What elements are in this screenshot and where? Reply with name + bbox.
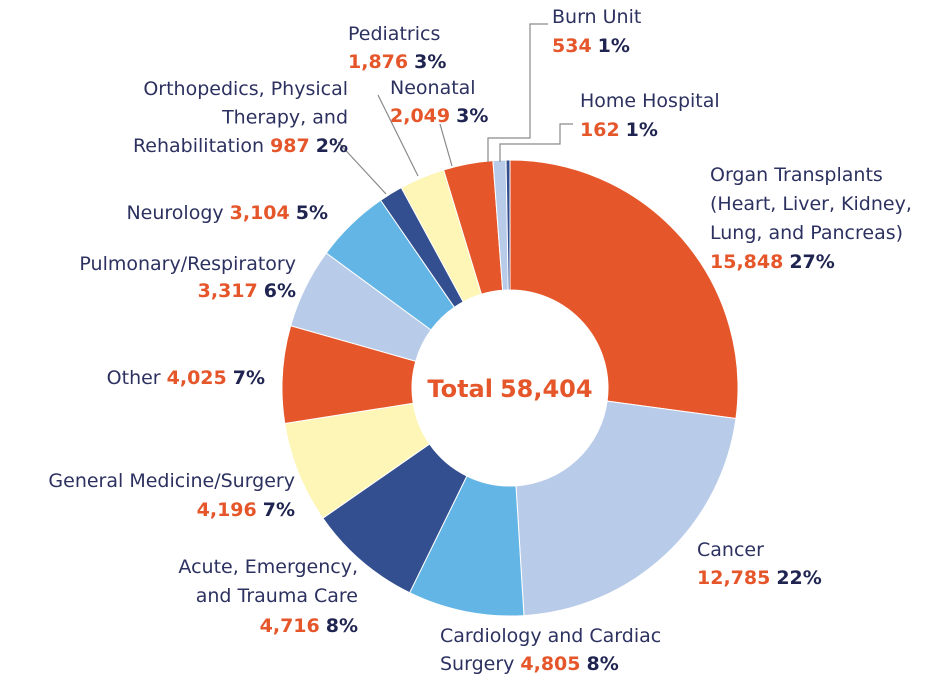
category-line: Orthopedics, Physical bbox=[143, 78, 348, 100]
value-label: 2,049 bbox=[390, 105, 450, 127]
slice-label: Organ Transplants (Heart, Liver, Kidney, L… bbox=[710, 164, 912, 273]
leader-line bbox=[499, 123, 573, 162]
category-line: Pulmonary/Respiratory bbox=[79, 253, 296, 275]
slice-label: Other 4,025 7% bbox=[107, 367, 265, 389]
value-label: 3,104 bbox=[230, 202, 290, 224]
category-line: Neonatal bbox=[390, 77, 476, 99]
slice-label: Acute, Emergency, and Trauma Care 4,716 8% bbox=[178, 556, 358, 637]
share-label: 2% bbox=[316, 135, 348, 157]
slice-label: Neonatal 2,049 3% bbox=[390, 77, 488, 127]
category-line: Home Hospital bbox=[580, 90, 720, 112]
total-value: 58,404 bbox=[500, 375, 593, 403]
slice-label: Neurology 3,104 5% bbox=[126, 202, 328, 224]
leader-lines bbox=[337, 23, 573, 195]
slice-label: Cardiology and Cardiac Surgery 4,805 8% bbox=[440, 625, 661, 675]
share-label: 3% bbox=[414, 51, 446, 73]
category-line: Burn Unit bbox=[552, 6, 641, 28]
category-line: Organ Transplants bbox=[710, 164, 883, 186]
share-label: 7% bbox=[263, 499, 295, 521]
slice-label: Home Hospital 162 1% bbox=[580, 90, 720, 141]
slice-label: Pulmonary/Respiratory 3,317 6% bbox=[79, 253, 296, 302]
category-line: Other bbox=[107, 367, 161, 389]
value-label: 3,317 bbox=[198, 280, 258, 302]
leader-line bbox=[377, 94, 419, 177]
value-label: 12,785 bbox=[697, 567, 770, 589]
category-line: (Heart, Liver, Kidney, bbox=[710, 193, 912, 215]
share-label: 1% bbox=[626, 119, 658, 141]
slices bbox=[281, 159, 739, 617]
slice bbox=[515, 400, 737, 617]
category-line: Neurology bbox=[126, 202, 223, 224]
category-line: Cancer bbox=[697, 539, 764, 561]
value-label: 987 bbox=[270, 135, 310, 157]
slice bbox=[505, 159, 511, 291]
slice-label: Cancer 12,785 22% bbox=[697, 539, 822, 589]
category-line: General Medicine/Surgery bbox=[48, 470, 295, 492]
category-line: Acute, Emergency, bbox=[178, 556, 358, 578]
category-line: Cardiology and Cardiac bbox=[440, 625, 661, 647]
share-label: 5% bbox=[296, 202, 328, 224]
category-line: Surgery bbox=[440, 653, 514, 675]
value-label: 4,805 bbox=[520, 653, 580, 675]
share-label: 6% bbox=[264, 280, 296, 302]
share-label: 1% bbox=[598, 35, 630, 57]
leader-line bbox=[439, 123, 453, 167]
category-line: Rehabilitation bbox=[133, 135, 264, 157]
slice-label: General Medicine/Surgery 4,196 7% bbox=[48, 470, 295, 521]
share-label: 3% bbox=[456, 105, 488, 127]
share-label: 8% bbox=[587, 653, 619, 675]
value-label: 4,716 bbox=[260, 615, 320, 637]
value-label: 4,196 bbox=[197, 499, 257, 521]
center-label: Total 58,404 bbox=[427, 375, 592, 403]
slice-label: Burn Unit 534 1% bbox=[552, 6, 641, 57]
value-label: 15,848 bbox=[710, 251, 783, 273]
value-label: 534 bbox=[552, 35, 592, 57]
category-line: Lung, and Pancreas) bbox=[710, 222, 903, 244]
category-line: and Trauma Care bbox=[196, 585, 358, 607]
share-label: 27% bbox=[789, 251, 834, 273]
slice-label: Pediatrics 1,876 3% bbox=[348, 23, 446, 73]
share-label: 7% bbox=[233, 367, 265, 389]
value-label: 1,876 bbox=[348, 51, 408, 73]
share-label: 22% bbox=[776, 567, 821, 589]
slice bbox=[509, 159, 739, 420]
value-label: 4,025 bbox=[167, 367, 227, 389]
slice-label: Orthopedics, Physical Therapy, and Rehabil… bbox=[133, 78, 348, 157]
leader-line bbox=[487, 23, 548, 162]
category-line: Therapy, and bbox=[221, 106, 348, 128]
category-line: Pediatrics bbox=[348, 23, 440, 45]
share-label: 8% bbox=[326, 615, 358, 637]
value-label: 162 bbox=[580, 119, 620, 141]
leader-line bbox=[337, 141, 387, 195]
center-title: Total bbox=[427, 375, 493, 403]
